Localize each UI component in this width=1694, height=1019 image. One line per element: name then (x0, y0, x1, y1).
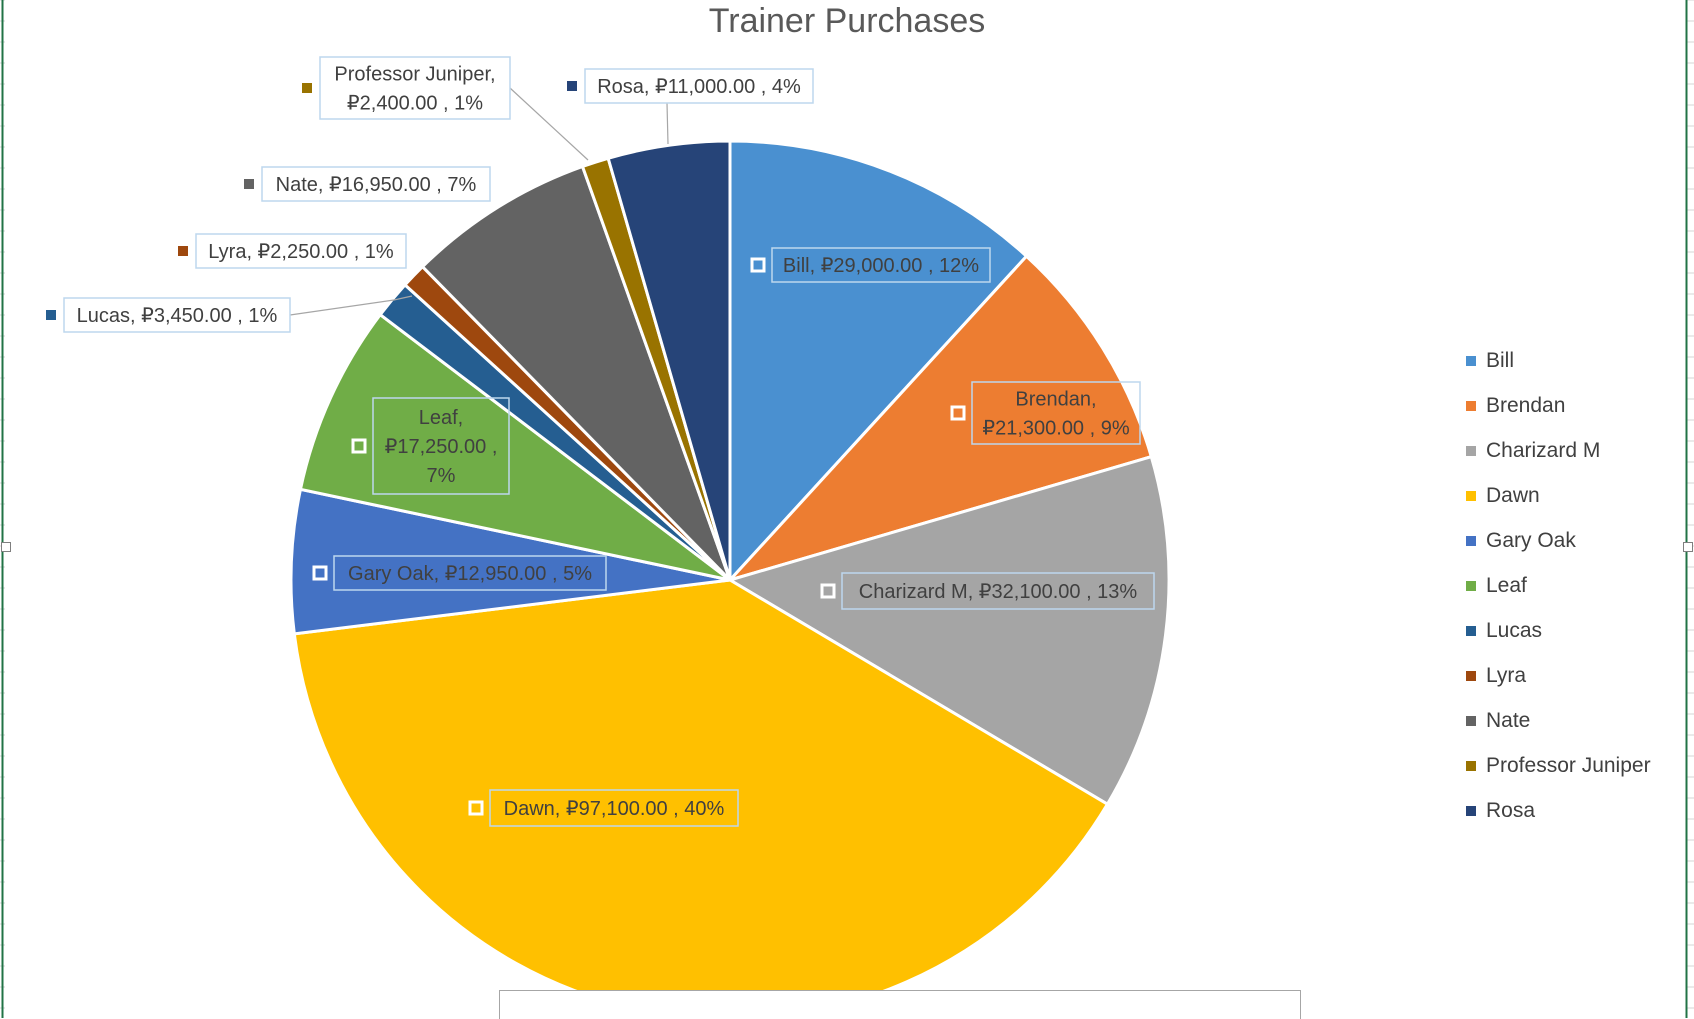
pie-slice-charizard-m[interactable] (726, 454, 1171, 807)
data-label-box-lyra[interactable] (195, 233, 407, 269)
legend-label: Bill (1486, 348, 1515, 372)
legend-item-lyra[interactable]: Lyra (1466, 653, 1651, 698)
data-label-gary-oak[interactable]: Gary Oak, ₽12,950.00 , 5% (348, 563, 592, 585)
legend-label: Nate (1486, 708, 1531, 732)
pie-slice-nate[interactable] (420, 164, 732, 582)
legend-key-lyra (178, 246, 188, 256)
legend-item-brendan[interactable]: Brendan (1466, 383, 1651, 428)
resize-handle-right[interactable] (1683, 542, 1693, 552)
legend-label: Charizard M (1486, 438, 1601, 462)
data-label-brendan[interactable]: Brendan, ₽21,300.00 , 9% (982, 389, 1129, 440)
pie-slice-rosa[interactable] (606, 139, 732, 581)
chart-title[interactable]: Trainer Purchases (708, 2, 986, 40)
legend-item-nate[interactable]: Nate (1466, 698, 1651, 743)
resize-handle-left[interactable] (1, 542, 11, 552)
data-label-box-bill[interactable] (771, 247, 991, 283)
legend-item-bill[interactable]: Bill (1466, 338, 1651, 383)
legend-swatch (1466, 400, 1476, 411)
leader-line-professor-juniper (509, 87, 589, 161)
data-label-nate[interactable]: Nate, ₽16,950.00 , 7% (276, 174, 477, 196)
data-label-line: Rosa, ₽11,000.00 , 4% (597, 76, 801, 98)
legend-label: Lucas (1486, 618, 1543, 642)
legend-swatch (1466, 760, 1476, 771)
legend-swatch (1466, 715, 1476, 726)
data-label-line: Bill, ₽29,000.00 , 12% (783, 255, 979, 277)
label-handle-brendan (950, 405, 966, 421)
label-handle-dawn (468, 800, 484, 816)
data-label-rosa[interactable]: Rosa, ₽11,000.00 , 4% (597, 76, 801, 98)
data-label-lyra[interactable]: Lyra, ₽2,250.00 , 1% (208, 241, 394, 263)
label-handle-leaf (351, 438, 367, 454)
data-label-leaf[interactable]: Leaf, ₽17,250.00 , 7% (385, 407, 498, 487)
data-label-line: Professor Juniper, (334, 64, 495, 86)
legend-label: Brendan (1486, 393, 1566, 417)
data-label-box-lucas[interactable] (63, 297, 291, 333)
legend-swatch (1466, 355, 1476, 366)
legend-label: Gary Oak (1486, 528, 1576, 552)
legend-key-professor-juniper (302, 83, 312, 93)
leader-line-lucas (289, 295, 413, 316)
leader-line-rosa (666, 102, 669, 145)
data-label-line: Lyra, ₽2,250.00 , 1% (208, 241, 394, 263)
legend-swatch (1466, 490, 1476, 501)
worksheet-shape[interactable] (499, 990, 1301, 1019)
data-label-line: Brendan, (1015, 389, 1096, 411)
pie-slice-leaf[interactable] (298, 312, 731, 582)
pie-slice-gary-oak[interactable] (289, 487, 731, 636)
legend-swatch (1466, 805, 1476, 816)
data-label-line: ₽2,400.00 , 1% (347, 93, 483, 115)
legend-swatch (1466, 625, 1476, 636)
legend-item-leaf[interactable]: Leaf (1466, 563, 1651, 608)
data-label-box-leaf[interactable] (372, 397, 510, 495)
legend-swatch (1466, 535, 1476, 546)
chart-legend[interactable]: Bill Brendan Charizard M Dawn Gary Oak Leaf Lu… (1466, 338, 1651, 833)
label-handle-bill (750, 257, 766, 273)
data-label-lucas[interactable]: Lucas, ₽3,450.00 , 1% (77, 305, 278, 327)
data-label-line: Charizard M, ₽32,100.00 , 13% (859, 581, 1138, 603)
data-label-box-gary-oak[interactable] (333, 555, 607, 591)
data-label-line: Dawn, ₽97,100.00 , 40% (504, 798, 725, 820)
pie-slice-brendan[interactable] (725, 254, 1154, 583)
data-label-box-professor-juniper[interactable] (319, 56, 511, 120)
data-label-dawn[interactable]: Dawn, ₽97,100.00 , 40% (504, 798, 725, 820)
label-handle-gary-oak (312, 565, 328, 581)
data-label-charizard-m[interactable]: Charizard M, ₽32,100.00 , 13% (859, 581, 1138, 603)
legend-key-rosa (567, 81, 577, 91)
legend-item-gary-oak[interactable]: Gary Oak (1466, 518, 1651, 563)
legend-item-dawn[interactable]: Dawn (1466, 473, 1651, 518)
legend-label: Leaf (1486, 573, 1527, 597)
legend-item-rosa[interactable]: Rosa (1466, 788, 1651, 833)
data-label-box-nate[interactable] (261, 166, 491, 202)
data-label-line: ₽21,300.00 , 9% (982, 418, 1129, 440)
legend-key-nate (244, 179, 254, 189)
data-label-box-charizard-m[interactable] (841, 572, 1155, 610)
data-label-box-brendan[interactable] (971, 381, 1141, 445)
data-label-bill[interactable]: Bill, ₽29,000.00 , 12% (783, 255, 979, 277)
data-label-line: Leaf, (419, 407, 463, 429)
legend-label: Dawn (1486, 483, 1540, 507)
label-handle-charizard-m (820, 583, 836, 599)
data-label-line: ₽17,250.00 , (385, 436, 498, 458)
pie-slice-bill[interactable] (728, 139, 1029, 584)
legend-key-lucas (46, 310, 56, 320)
legend-swatch (1466, 445, 1476, 456)
legend-label: Rosa (1486, 798, 1536, 822)
data-label-line: Gary Oak, ₽12,950.00 , 5% (348, 563, 592, 585)
data-label-line: 7% (427, 465, 456, 487)
data-label-line: Lucas, ₽3,450.00 , 1% (77, 305, 278, 327)
legend-label: Lyra (1486, 663, 1527, 687)
legend-swatch (1466, 580, 1476, 591)
legend-item-charizard-m[interactable]: Charizard M (1466, 428, 1651, 473)
data-label-professor-juniper[interactable]: Professor Juniper, ₽2,400.00 , 1% (334, 64, 495, 115)
data-label-box-rosa[interactable] (584, 68, 814, 104)
legend-swatch (1466, 670, 1476, 681)
legend-item-professor-juniper[interactable]: Professor Juniper (1466, 743, 1651, 788)
data-label-box-dawn[interactable] (489, 789, 739, 827)
legend-label: Professor Juniper (1486, 753, 1651, 777)
legend-item-lucas[interactable]: Lucas (1466, 608, 1651, 653)
data-label-line: Nate, ₽16,950.00 , 7% (276, 174, 477, 196)
